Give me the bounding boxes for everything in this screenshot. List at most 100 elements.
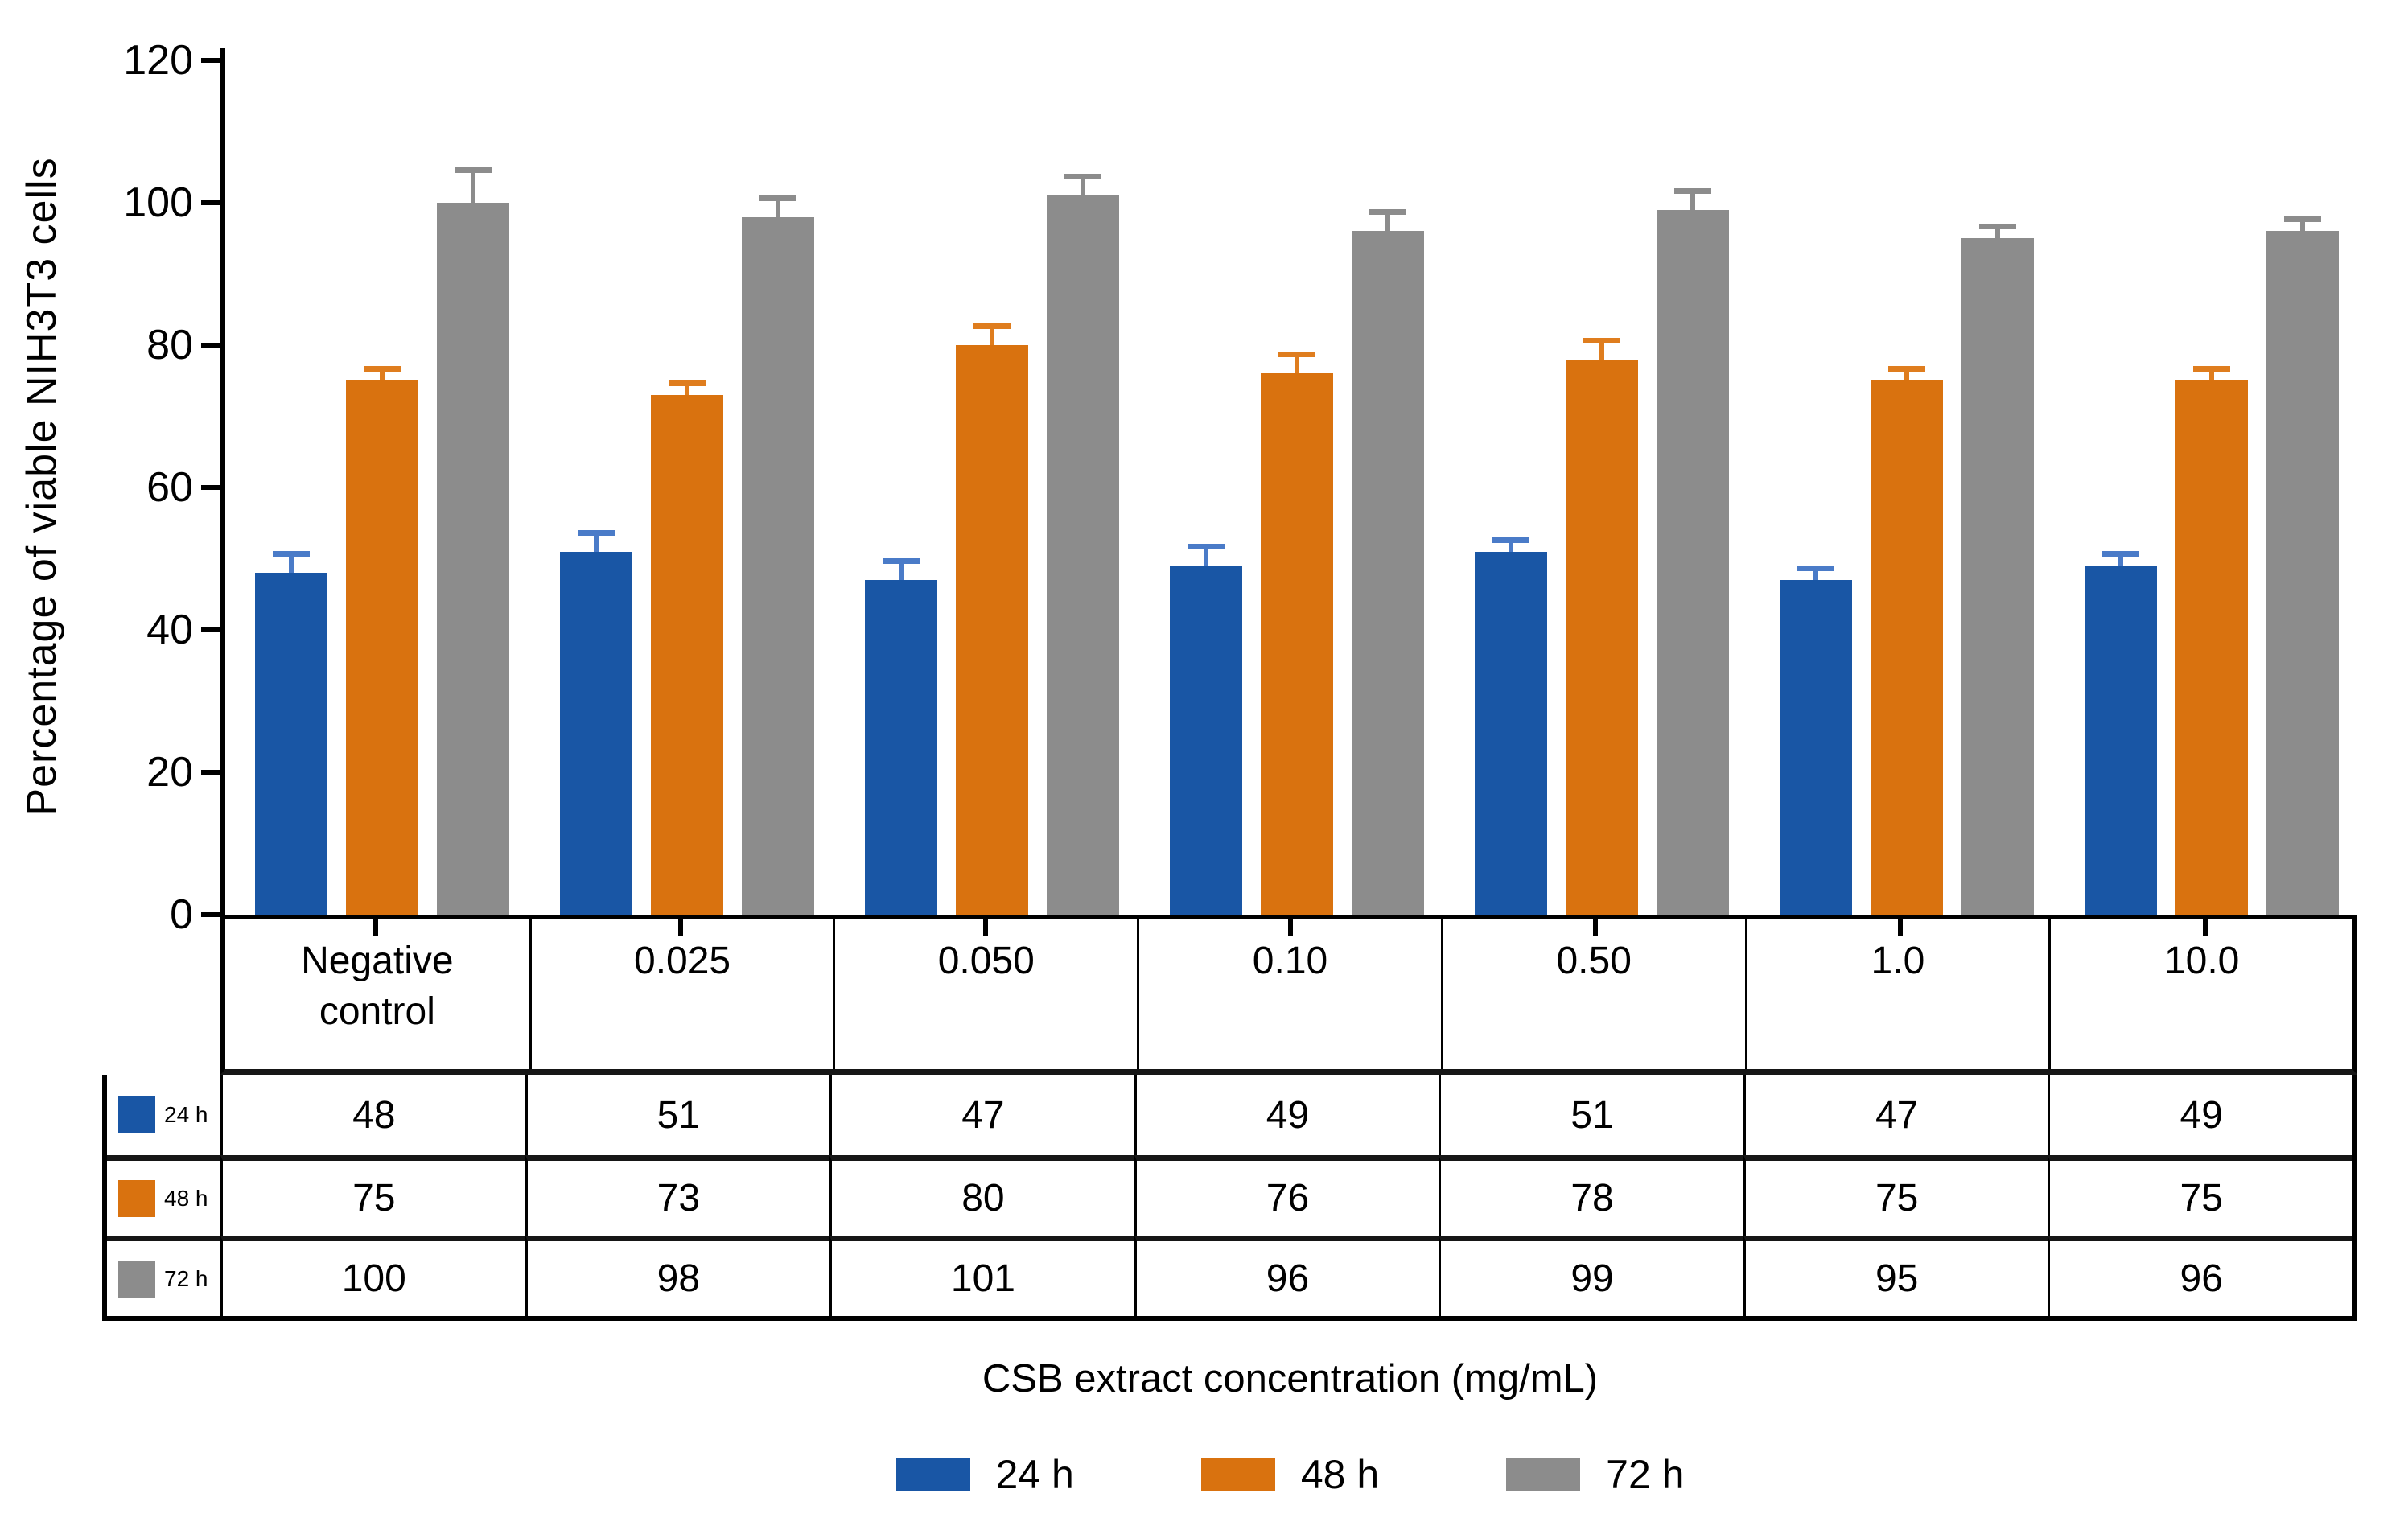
- legend-label: 48 h: [1300, 1452, 1380, 1497]
- legend-swatch-72h-icon: [118, 1260, 155, 1298]
- table-value-48h-6: 75: [2048, 1155, 2352, 1236]
- bar-48h-6: [2175, 380, 2248, 915]
- y-axis-tick: [201, 627, 220, 632]
- x-axis-line: [220, 915, 2357, 919]
- error-bar-stem: [1081, 174, 1085, 195]
- table-header-cell-0: Negative control: [301, 940, 454, 1034]
- error-bar-stem: [1813, 566, 1818, 580]
- y-axis-tick-label: 120: [123, 37, 193, 84]
- table-value-72h-1: 98: [525, 1236, 830, 1316]
- x-axis-tick: [1592, 919, 1598, 936]
- error-bar-stem: [1295, 352, 1299, 373]
- error-bar-cap: [1674, 188, 1711, 194]
- table-header-cell-4: 0.50: [1440, 919, 1745, 1069]
- bar-24h-3: [1170, 566, 1242, 915]
- error-bar-stem: [685, 380, 689, 395]
- error-bar-stem: [2118, 551, 2123, 566]
- bar-72h-0: [437, 203, 509, 915]
- error-bar-cap: [1797, 566, 1834, 571]
- error-bar-cap: [973, 323, 1011, 329]
- bar-48h-5: [1871, 380, 1943, 915]
- error-bar-cap: [2193, 366, 2230, 372]
- error-bar-stem: [594, 530, 599, 552]
- y-axis-tick-label: 100: [123, 179, 193, 226]
- legend-item-24h: 24 h: [895, 1451, 1074, 1498]
- bar-24h-1: [560, 552, 632, 915]
- table-value-24h-1: 51: [525, 1075, 830, 1155]
- table-value-48h-0: 75: [220, 1155, 525, 1236]
- table-value-48h-2: 80: [829, 1155, 1134, 1236]
- table-value-72h-5: 95: [1743, 1236, 2048, 1316]
- x-axis-title: CSB extract concentration (mg/mL): [982, 1357, 1599, 1401]
- table-header-cell-2: 0.050: [833, 919, 1137, 1069]
- bar-24h-2: [865, 580, 937, 915]
- plot-area: [223, 55, 2357, 915]
- y-axis-tick-label: 0: [170, 891, 193, 938]
- legend: 24 h 48 h 72 h: [223, 1446, 2357, 1503]
- error-bar-cap: [455, 167, 492, 173]
- error-bar-cap: [759, 195, 796, 201]
- error-bar-stem: [380, 366, 385, 380]
- error-bar-stem: [2209, 366, 2214, 380]
- y-axis-tick-label: 40: [146, 607, 193, 653]
- error-bar-cap: [1369, 209, 1406, 215]
- table-value-24h-2: 47: [829, 1075, 1134, 1155]
- error-bar-stem: [1599, 338, 1604, 360]
- x-axis-tick: [2202, 919, 2208, 936]
- bar-24h-6: [2085, 566, 2157, 915]
- legend-label: 72 h: [1606, 1452, 1685, 1497]
- bar-72h-4: [1657, 210, 1729, 915]
- table-value-72h-4: 99: [1439, 1236, 1743, 1316]
- y-axis-tick: [201, 770, 220, 775]
- bar-48h-0: [346, 380, 418, 915]
- error-bar-cap: [1278, 352, 1315, 357]
- y-axis-tick: [201, 485, 220, 490]
- table-value-24h-5: 47: [1743, 1075, 2048, 1155]
- bar-72h-5: [1961, 238, 2034, 915]
- table-row-label-72h: 72 h: [107, 1236, 220, 1316]
- table-value-48h-4: 78: [1439, 1155, 1743, 1236]
- error-bar-stem: [990, 323, 994, 345]
- table-value-48h-5: 75: [1743, 1155, 2048, 1236]
- error-bar-cap: [273, 551, 310, 557]
- y-axis-tick: [201, 343, 220, 348]
- legend-color-24h-icon: [895, 1458, 970, 1491]
- y-axis-tick: [201, 200, 220, 205]
- bar-48h-4: [1566, 360, 1638, 915]
- error-bar-cap: [2102, 551, 2139, 557]
- table-value-48h-3: 76: [1134, 1155, 1439, 1236]
- table-header-cell-6: 10.0: [2048, 919, 2352, 1069]
- table-row-label-48h: 48 h: [107, 1155, 220, 1236]
- error-bar-stem: [1995, 224, 2000, 238]
- bar-48h-2: [956, 345, 1028, 915]
- bar-24h-4: [1475, 552, 1547, 915]
- bar-24h-0: [255, 573, 327, 915]
- error-bar-cap: [1583, 338, 1620, 343]
- x-axis-tick: [1287, 919, 1293, 936]
- x-axis-tick: [677, 919, 683, 936]
- y-axis-line: [220, 48, 225, 919]
- y-axis-tick-label: 60: [146, 464, 193, 511]
- error-bar-cap: [2284, 216, 2321, 222]
- error-bar-stem: [471, 167, 475, 203]
- table-row-label-24h: 24 h: [107, 1075, 220, 1155]
- bar-72h-1: [742, 217, 814, 915]
- table-header-cell-1: 0.025: [529, 919, 834, 1069]
- error-bar-stem: [776, 195, 780, 217]
- legend-swatch-48h-icon: [118, 1179, 155, 1217]
- y-axis-tick-label: 80: [146, 322, 193, 368]
- y-axis-tick: [201, 912, 220, 917]
- bar-48h-3: [1261, 373, 1333, 915]
- table-value-24h-0: 48: [220, 1075, 525, 1155]
- error-bar-cap: [1188, 544, 1225, 549]
- table-value-48h-1: 73: [525, 1155, 830, 1236]
- table-value-72h-0: 100: [220, 1236, 525, 1316]
- table-value-24h-4: 51: [1439, 1075, 1743, 1155]
- error-bar-cap: [883, 558, 920, 564]
- x-axis-tick: [982, 919, 988, 936]
- table-value-72h-2: 101: [829, 1236, 1134, 1316]
- error-bar-stem: [2300, 216, 2305, 231]
- error-bar-stem: [899, 558, 904, 580]
- bar-72h-6: [2266, 231, 2339, 915]
- error-bar-stem: [1385, 209, 1390, 231]
